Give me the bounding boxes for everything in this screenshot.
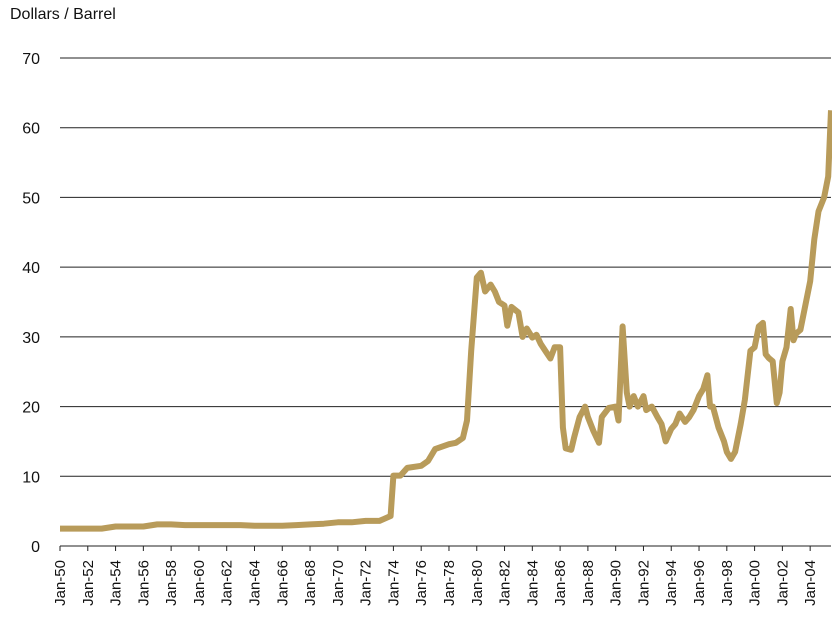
y-axis-unit-label: Dollars / Barrel [10,6,116,23]
y-tick-label: 60 [22,121,40,138]
x-tick-label: Jan-92 [635,560,652,606]
x-tick-label: Jan-72 [358,560,375,606]
y-tick-label: 50 [22,190,40,207]
x-tick-label: Jan-54 [108,560,125,606]
x-tick-label: Jan-50 [52,560,69,606]
x-tick-label: Jan-68 [302,560,319,606]
x-tick-label: Jan-88 [580,560,597,606]
x-tick-label: Jan-70 [330,560,347,606]
series-layer [60,110,832,532]
x-tick-label: Jan-00 [747,560,764,606]
x-tick-label: Jan-58 [163,560,180,606]
y-tick-label: 10 [22,469,40,486]
gridlines [60,57,831,547]
y-tick-label: 40 [22,260,40,277]
y-axis-ticks: 0 10 20 30 40 50 60 70 [22,51,40,556]
x-tick-label: Jan-66 [274,560,291,606]
x-tick-label: Jan-02 [774,560,791,606]
y-tick-label: 30 [22,330,40,347]
x-axis-ticks: Jan-50 Jan-52 Jan-54 Jan-56 Jan-58 Jan-60 Jan-… [52,546,819,606]
y-tick-label: 0 [31,539,40,556]
x-tick-label: Jan-64 [246,560,263,606]
x-tick-label: Jan-60 [191,560,208,606]
x-tick-label: Jan-94 [663,560,680,606]
x-tick-label: Jan-86 [552,560,569,606]
x-tick-label: Jan-84 [524,560,541,606]
x-tick-label: Jan-56 [135,560,152,606]
x-tick-label: Jan-98 [719,560,736,606]
y-tick-label: 20 [22,400,40,417]
x-tick-label: Jan-76 [413,560,430,606]
x-tick-label: Jan-90 [608,560,625,606]
x-tick-label: Jan-74 [385,560,402,606]
x-tick-label: Jan-78 [441,560,458,606]
price-series-line [60,110,832,532]
x-tick-label: Jan-52 [80,560,97,606]
x-tick-label: Jan-04 [802,560,819,606]
x-tick-label: Jan-62 [219,560,236,606]
x-tick-label: Jan-96 [691,560,708,606]
x-tick-label: Jan-80 [469,560,486,606]
y-tick-label: 70 [22,51,40,68]
x-tick-label: Jan-82 [497,560,514,606]
